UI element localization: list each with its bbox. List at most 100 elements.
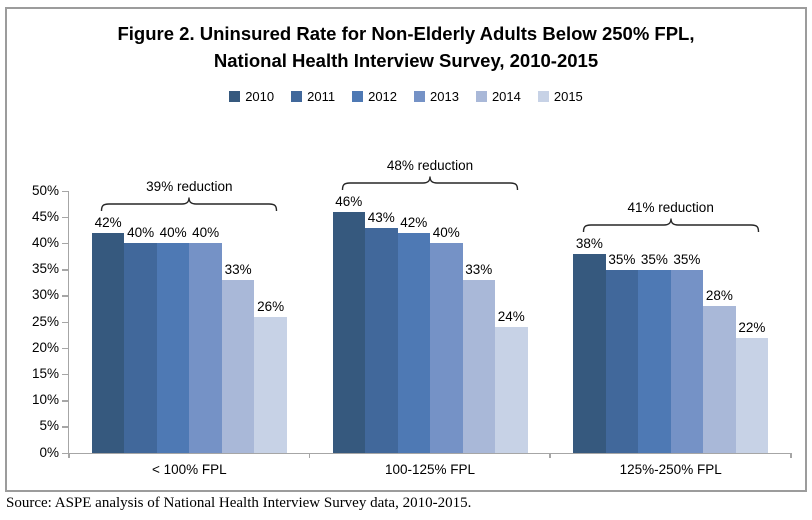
bar-2013: 35% — [670, 252, 704, 453]
bar-value-label: 26% — [257, 298, 285, 314]
y-tick-mark — [62, 321, 68, 323]
x-tick-mark — [790, 453, 792, 458]
bar-group-2: 46% 43% 42% 40% 33% 24% 48% reduction 100-125% … — [310, 158, 551, 477]
reduction-annotation: 39% reduction — [100, 179, 278, 211]
bar-2011: 40% — [124, 225, 157, 453]
x-tick-mark — [308, 453, 311, 458]
y-tick-mark — [62, 452, 68, 454]
y-tick-mark — [62, 216, 68, 219]
bar-value-label: 40% — [127, 225, 155, 241]
legend-label: 2010 — [245, 89, 275, 104]
bar-value-label: 33% — [224, 262, 252, 278]
chart-frame: Figure 2. Uninsured Rate for Non-Elderly… — [5, 7, 807, 492]
legend: 2010 2011 2012 2013 2014 2015 — [7, 89, 805, 104]
chart-title: Figure 2. Uninsured Rate for Non-Elderly… — [7, 20, 805, 74]
legend-item-2011: 2011 — [291, 89, 335, 104]
bar-value-label: 35% — [673, 251, 701, 267]
y-tick-mark — [62, 190, 68, 192]
bar-value-label: 40% — [159, 225, 187, 241]
legend-item-2013: 2013 — [414, 89, 459, 104]
legend-label: 2012 — [368, 89, 398, 104]
y-tick-mark — [62, 426, 68, 428]
source-note: Source: ASPE analysis of National Health… — [6, 495, 472, 511]
bar-2015: 24% — [495, 309, 528, 453]
bar-2014: 28% — [703, 288, 736, 453]
bar-2015: 22% — [735, 320, 769, 453]
bar-value-label: 42% — [94, 214, 122, 230]
y-tick-mark — [62, 242, 68, 245]
reduction-annotation: 48% reduction — [341, 158, 519, 190]
bar-value-label: 40% — [192, 225, 220, 241]
bar-2011: 43% — [365, 210, 398, 453]
legend-label: 2011 — [307, 89, 336, 104]
bar-group-3: 38% 35% 35% 35% 28% 22% 41% reduction 125%-250%… — [550, 191, 791, 477]
legend-item-2015: 2015 — [537, 89, 583, 104]
bar-2010: 46% — [332, 194, 365, 453]
x-category-label: < 100% FPL — [152, 462, 227, 477]
y-tick-mark — [62, 347, 68, 350]
bar-value-label: 46% — [335, 193, 363, 209]
x-category-label: 125%-250% FPL — [619, 462, 722, 477]
legend-label: 2014 — [491, 89, 521, 104]
reduction-annotation: 41% reduction — [582, 200, 760, 232]
legend-swatch-icon — [414, 91, 426, 102]
y-tick-label: 30% — [31, 287, 59, 303]
bar-value-label: 28% — [705, 288, 733, 304]
y-tick-label: 25% — [31, 313, 59, 329]
legend-label: 2013 — [430, 89, 459, 104]
x-tick-mark — [549, 453, 551, 458]
legend-swatch-icon — [475, 91, 487, 102]
bar-value-label: 40% — [432, 225, 460, 241]
legend-swatch-icon — [352, 91, 364, 102]
bar-2010: 42% — [91, 215, 125, 453]
legend-label: 2015 — [553, 89, 583, 104]
bar-value-label: 24% — [497, 309, 525, 325]
bar-value-label: 42% — [400, 214, 428, 230]
bar-2012: 35% — [638, 252, 671, 453]
y-tick-label: 15% — [31, 365, 59, 381]
bar-value-label: 38% — [575, 235, 603, 251]
legend-item-2014: 2014 — [475, 89, 521, 104]
chart-title-line2: National Health Interview Survey, 2010-2… — [213, 50, 599, 71]
bar-value-label: 22% — [738, 319, 766, 335]
bar-value-label: 35% — [640, 251, 668, 267]
y-tick-mark — [62, 295, 68, 297]
bar-group-1: 42% 40% 40% 40% 33% 26% 39% reduction < 100% FP… — [69, 179, 310, 477]
bar-2014: 33% — [462, 262, 495, 453]
bar-value-label: 35% — [608, 251, 636, 267]
bar-2011: 35% — [605, 252, 639, 453]
y-tick-label: 20% — [31, 339, 59, 355]
y-tick-label: 0% — [39, 444, 59, 460]
y-tick-label: 35% — [31, 261, 59, 277]
reduction-annotation-label: 48% reduction — [386, 157, 474, 173]
legend-item-2010: 2010 — [229, 89, 274, 104]
bar-2014: 33% — [221, 262, 255, 453]
bar-2010: 38% — [573, 236, 606, 453]
bar-value-label: 43% — [367, 209, 395, 225]
legend-swatch-icon — [537, 91, 549, 102]
bar-2012: 42% — [397, 215, 430, 453]
y-tick-mark — [62, 269, 68, 271]
y-tick-label: 50% — [31, 182, 59, 198]
chart-title-line1: Figure 2. Uninsured Rate for Non-Elderly… — [117, 23, 695, 44]
y-tick-label: 45% — [31, 208, 59, 224]
reduction-annotation-label: 41% reduction — [627, 199, 714, 215]
x-tick-mark — [68, 453, 70, 458]
legend-item-2012: 2012 — [352, 89, 397, 104]
x-category-label: 100-125% FPL — [384, 462, 476, 477]
y-tick-label: 5% — [39, 418, 59, 434]
bracket-icon — [341, 176, 519, 190]
bracket-icon — [101, 197, 278, 211]
legend-swatch-icon — [229, 91, 241, 102]
plot-area: 42% 40% 40% 40% 33% 26% 39% reduction < 100% FP… — [68, 158, 792, 477]
bar-2015: 26% — [254, 299, 287, 453]
y-tick-mark — [62, 400, 68, 402]
bracket-icon — [582, 218, 759, 232]
reduction-annotation-label: 39% reduction — [146, 178, 233, 194]
y-tick-label: 40% — [31, 234, 59, 250]
bar-2012: 40% — [156, 225, 190, 453]
legend-swatch-icon — [291, 91, 303, 102]
bar-value-label: 33% — [465, 262, 493, 278]
bar-2013: 40% — [189, 225, 222, 453]
